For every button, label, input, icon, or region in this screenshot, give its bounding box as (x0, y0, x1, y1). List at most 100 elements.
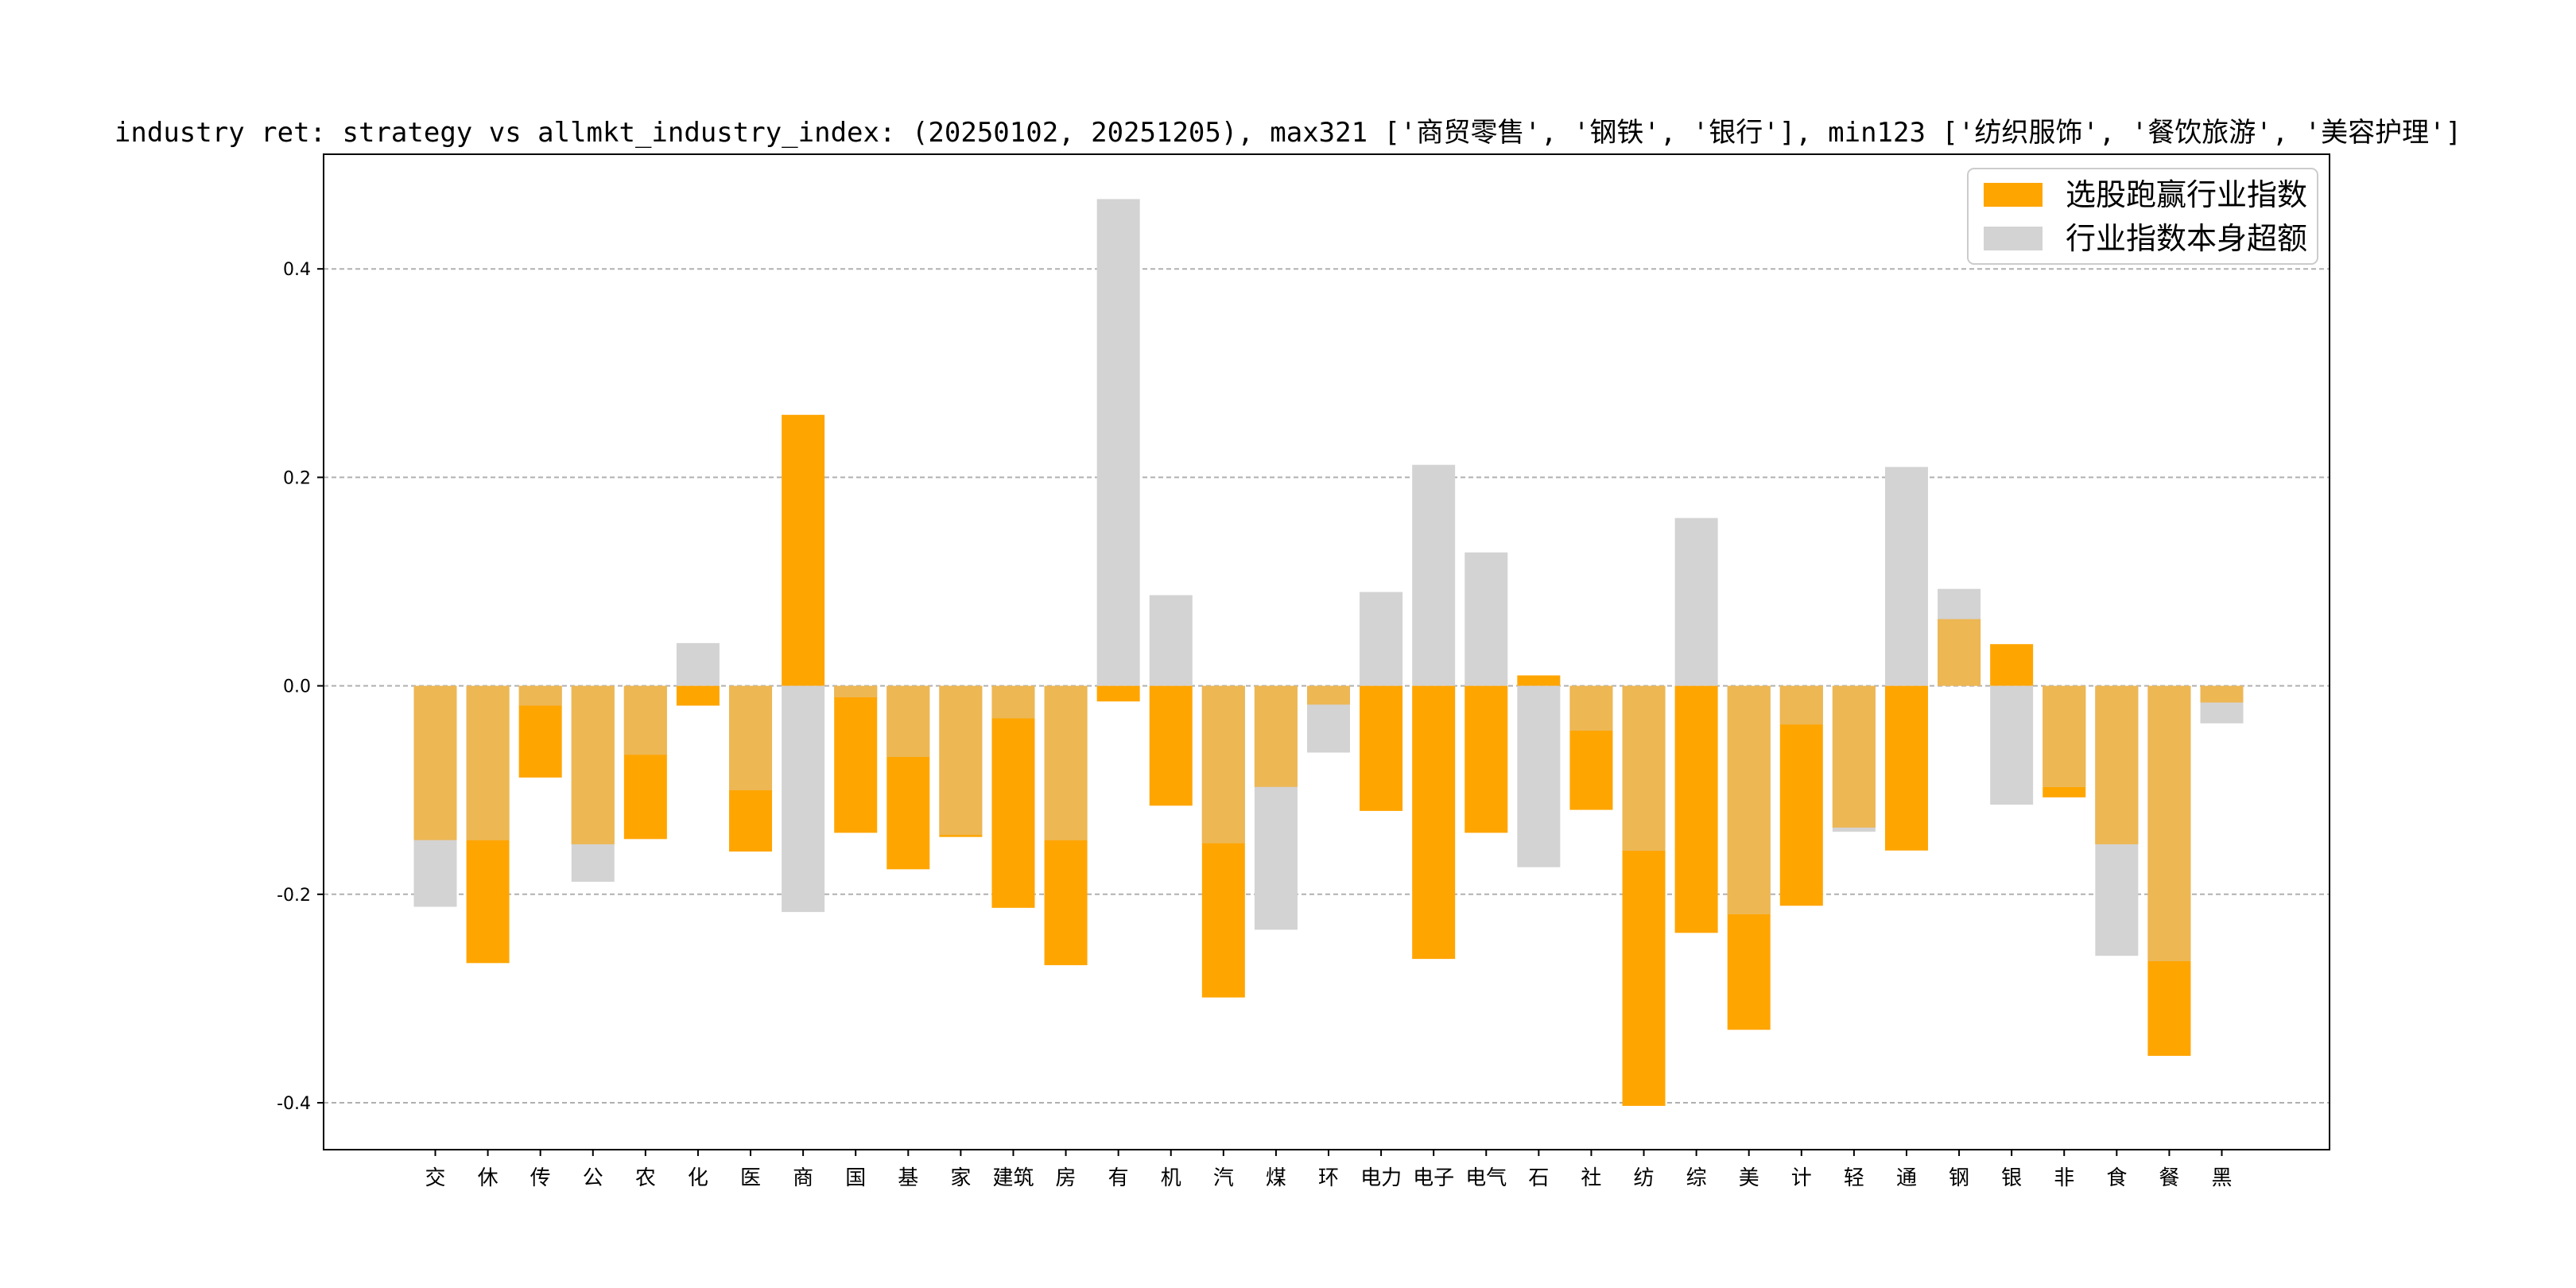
bar-strategy (834, 685, 878, 833)
bar-strategy (1674, 685, 1718, 933)
x-tick-label: 非 (2054, 1166, 2074, 1190)
bar-industry-index (1884, 467, 1928, 686)
bar-strategy (1096, 685, 1140, 702)
y-tick-label: -0.4 (277, 1094, 311, 1114)
bar-overlap (991, 685, 1035, 719)
x-tick-label: 银 (2001, 1166, 2022, 1190)
x-tick-label: 国 (845, 1166, 866, 1190)
x-tick-label: 石 (1528, 1166, 1549, 1190)
bar-overlap (466, 685, 510, 840)
x-tick-label: 化 (688, 1166, 708, 1190)
bar-strategy (782, 414, 825, 686)
bar-overlap (834, 685, 878, 698)
bar-industry-index (1149, 595, 1193, 686)
bar-overlap (1569, 685, 1613, 731)
y-tick-label: 0.4 (283, 260, 311, 280)
bar-overlap (413, 685, 457, 840)
x-tick-label: 家 (950, 1166, 971, 1190)
bar-overlap (1201, 685, 1245, 844)
bar-strategy (1517, 675, 1561, 686)
x-tick-label: 有 (1108, 1166, 1129, 1190)
bar-strategy (1149, 685, 1193, 806)
x-tick-label: 交 (425, 1166, 445, 1190)
x-tick-label: 通 (1896, 1166, 1917, 1190)
x-tick-label: 轻 (1844, 1166, 1864, 1190)
x-tick-label: 食 (2106, 1166, 2127, 1190)
x-tick-label: 农 (635, 1166, 656, 1190)
x-tick-label: 汽 (1213, 1166, 1234, 1190)
y-tick-label: 0.2 (283, 468, 311, 488)
bar-overlap (2200, 685, 2244, 703)
bar-overlap (2095, 685, 2139, 844)
x-tick-label: 医 (740, 1166, 761, 1190)
bar-industry-index (1465, 552, 1508, 686)
bar-industry-index (1674, 518, 1718, 686)
x-axis: 交 休 传 公 农 化 医 商 国 基 家建筑房 有 机 汽 煤 环电力 电子 电气石 社 纺 综 美 计 轻 通 钢 银 非 食 餐 黑 (425, 1150, 2233, 1190)
legend-swatch-industry-index (1984, 227, 2043, 250)
bar-overlap (1622, 685, 1666, 851)
bar-overlap (1044, 685, 1088, 840)
bar-strategy (676, 685, 720, 706)
bar-overlap (886, 685, 930, 757)
bar-strategy (1990, 644, 2034, 686)
x-tick-label: 煤 (1266, 1166, 1286, 1190)
bar-strategy (1884, 685, 1928, 851)
x-tick-label: 黑 (2211, 1166, 2232, 1190)
y-tick-label: -0.2 (277, 886, 311, 906)
x-tick-label: 纺 (1634, 1166, 1655, 1190)
bar-industry-index (1096, 199, 1140, 686)
bar-industry-index (1517, 685, 1561, 867)
bar-strategy (1360, 685, 1403, 811)
bar-overlap (729, 685, 773, 790)
chart-title: industry ret: strategy vs allmkt_industr… (114, 117, 2462, 149)
bar-overlap (571, 685, 615, 844)
x-tick-label: 建筑 (992, 1166, 1034, 1190)
x-tick-label: 综 (1686, 1166, 1707, 1190)
bar-industry-index (676, 642, 720, 686)
bar-strategy (991, 685, 1035, 908)
legend-label-strategy: 选股跑赢行业指数 (2066, 177, 2307, 212)
x-tick-label: 电力 (1360, 1166, 1402, 1190)
x-tick-label: 公 (583, 1166, 603, 1190)
bar-overlap (2043, 685, 2086, 787)
x-tick-label: 电气 (1465, 1166, 1507, 1190)
bar-industry-index (782, 685, 825, 913)
bar-overlap (1832, 685, 1876, 828)
x-tick-label: 机 (1161, 1166, 1181, 1190)
bar-overlap (1254, 685, 1298, 787)
plot-frame (323, 153, 2330, 1150)
bar-industry-index (1990, 685, 2034, 805)
y-tick-label: 0.0 (283, 677, 311, 697)
bar-overlap (1779, 685, 1823, 725)
legend: 选股跑赢行业指数 行业指数本身超额 (1967, 168, 2318, 265)
legend-swatch-strategy (1984, 183, 2043, 207)
x-tick-label: 基 (898, 1166, 918, 1190)
legend-label-industry-index: 行业指数本身超额 (2066, 221, 2307, 256)
x-tick-label: 美 (1739, 1166, 1759, 1190)
bar-overlap (2147, 685, 2191, 961)
bars-layer (413, 199, 2244, 1106)
bar-overlap (1938, 619, 1981, 686)
x-tick-label: 钢 (1949, 1166, 1969, 1190)
bar-overlap (1727, 685, 1771, 914)
bar-overlap (518, 685, 562, 706)
x-tick-label: 社 (1581, 1166, 1601, 1190)
bar-strategy (1412, 685, 1456, 960)
x-tick-label: 房 (1056, 1166, 1077, 1190)
legend-frame (1967, 168, 2318, 265)
bar-overlap (623, 685, 667, 755)
x-tick-label: 环 (1318, 1166, 1339, 1190)
x-tick-label: 计 (1791, 1166, 1812, 1190)
x-tick-label: 餐 (2159, 1166, 2179, 1190)
x-tick-label: 休 (478, 1166, 499, 1190)
x-tick-label: 传 (530, 1166, 551, 1190)
bar-industry-index (1360, 592, 1403, 686)
y-axis: -0.4 -0.2 0.0 0.2 0.4 (277, 260, 324, 1114)
x-tick-label: 商 (793, 1166, 813, 1190)
x-tick-label: 电子 (1413, 1166, 1454, 1190)
bar-industry-index (1412, 464, 1456, 686)
bar-strategy (1465, 685, 1508, 833)
bar-overlap (1307, 685, 1350, 705)
bar-overlap (939, 685, 983, 836)
